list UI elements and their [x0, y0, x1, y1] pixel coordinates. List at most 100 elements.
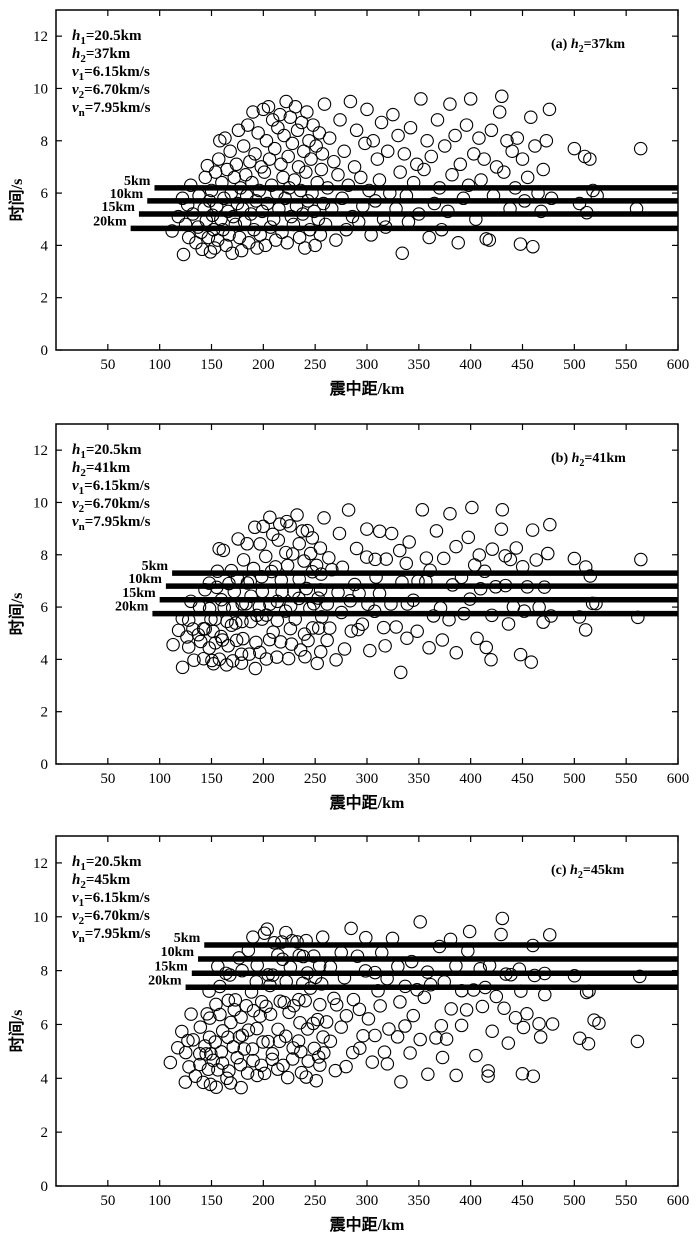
scatter-point — [403, 1046, 417, 1060]
scatter-point — [542, 928, 557, 942]
scatter-point — [378, 639, 392, 653]
scatter-point — [265, 1047, 280, 1061]
scatter-point — [240, 576, 255, 590]
scatter-point — [281, 149, 295, 164]
y-tick-label: 8 — [41, 548, 49, 564]
scatter-point — [257, 165, 272, 179]
scatter-point — [299, 165, 313, 179]
scatter-point — [472, 131, 486, 145]
scatter-point — [459, 1003, 474, 1017]
scatter-point — [360, 522, 374, 536]
scatter-point — [285, 136, 300, 151]
scatter-point — [232, 1030, 247, 1044]
y-tick-label: 2 — [41, 291, 49, 307]
x-tick-label: 200 — [252, 357, 275, 373]
scatter-point — [200, 1007, 214, 1021]
scatter-point — [366, 134, 380, 148]
scatter-point — [272, 517, 287, 531]
scatter-point — [294, 1065, 309, 1080]
scatter-point — [525, 523, 540, 537]
scatter-point — [380, 144, 395, 158]
x-tick-label: 300 — [356, 771, 379, 787]
scatter-point — [379, 552, 394, 566]
scatter-point — [250, 1021, 264, 1036]
y-tick-label: 4 — [41, 1071, 49, 1087]
param-h2: h2=37km — [72, 46, 131, 65]
scatter-point — [461, 530, 476, 545]
y-axis-label: 时间/s — [7, 593, 26, 636]
scatter-point — [463, 92, 478, 106]
panel-title: (a) h2=37km — [551, 37, 625, 55]
scatter-point — [434, 1018, 449, 1033]
x-tick-label: 400 — [459, 357, 482, 373]
scatter-point — [420, 134, 434, 148]
scatter-point — [477, 152, 491, 166]
scatter-point — [344, 921, 358, 936]
scatter-point — [257, 1066, 272, 1081]
scatter-point — [421, 1067, 435, 1081]
scatter-point — [393, 665, 408, 680]
x-tick-label: 300 — [356, 1193, 379, 1209]
scatter-point — [494, 927, 508, 942]
scatter-point — [307, 1041, 322, 1056]
scatter-point — [216, 543, 231, 558]
scatter-point — [240, 537, 254, 551]
y-tick-label: 0 — [41, 757, 49, 773]
scatter-point — [234, 243, 249, 258]
scatter-point — [495, 911, 510, 926]
scatter-point — [204, 1047, 218, 1061]
depth-line-label: 15km — [101, 200, 135, 215]
scatter-point — [567, 141, 582, 156]
scatter-point — [322, 551, 336, 565]
scatter-point — [322, 131, 337, 145]
scatter-point — [372, 524, 387, 539]
scatter-point — [349, 123, 364, 138]
y-tick-label: 8 — [41, 964, 49, 980]
y-axis-label: 时间/s — [7, 179, 26, 222]
scatter-point — [286, 1041, 300, 1055]
x-tick-label: 150 — [200, 357, 223, 373]
x-axis-label: 震中距/km — [329, 793, 405, 812]
y-tick-label: 12 — [33, 29, 48, 45]
scatter-point — [363, 643, 377, 658]
scatter-point — [229, 633, 244, 648]
y-tick-label: 2 — [41, 705, 49, 721]
scatter-point — [453, 157, 468, 172]
scatter-point — [274, 157, 288, 172]
scatter-point — [310, 656, 324, 671]
scatter-point — [285, 547, 300, 561]
scatter-point — [354, 170, 368, 185]
scatter-point — [393, 165, 407, 179]
param-v1: v1=6.15km/s — [72, 478, 150, 497]
scatter-point — [251, 126, 265, 140]
scatter-point — [430, 113, 445, 127]
scatter-point — [203, 245, 218, 259]
scatter-point — [228, 993, 243, 1007]
scatter-point — [572, 1031, 587, 1046]
scatter-point — [413, 1032, 427, 1047]
scatter-point — [225, 246, 239, 260]
scatter-point — [314, 977, 329, 991]
scatter-point — [393, 995, 407, 1009]
scatter-point — [583, 569, 598, 583]
scatter-point — [459, 118, 474, 132]
scatter-point — [279, 545, 293, 560]
scatter-point — [176, 247, 191, 262]
scatter-point — [400, 631, 414, 645]
scatter-point — [515, 152, 530, 166]
scatter-point — [317, 1046, 331, 1060]
scatter-point — [484, 123, 499, 138]
scatter-point — [181, 1033, 195, 1048]
y-tick-label: 10 — [33, 81, 48, 97]
x-tick-label: 50 — [100, 771, 115, 787]
scatter-point — [406, 1008, 421, 1023]
scatter-point — [242, 647, 257, 661]
scatter-point — [347, 160, 362, 174]
scatter-point — [368, 1028, 382, 1043]
scatter-point — [436, 551, 451, 566]
scatter-point — [524, 655, 539, 669]
x-tick-label: 100 — [148, 1193, 171, 1209]
scatter-point — [300, 523, 315, 538]
scatter-point — [352, 1002, 367, 1017]
scatter-point — [221, 993, 236, 1008]
